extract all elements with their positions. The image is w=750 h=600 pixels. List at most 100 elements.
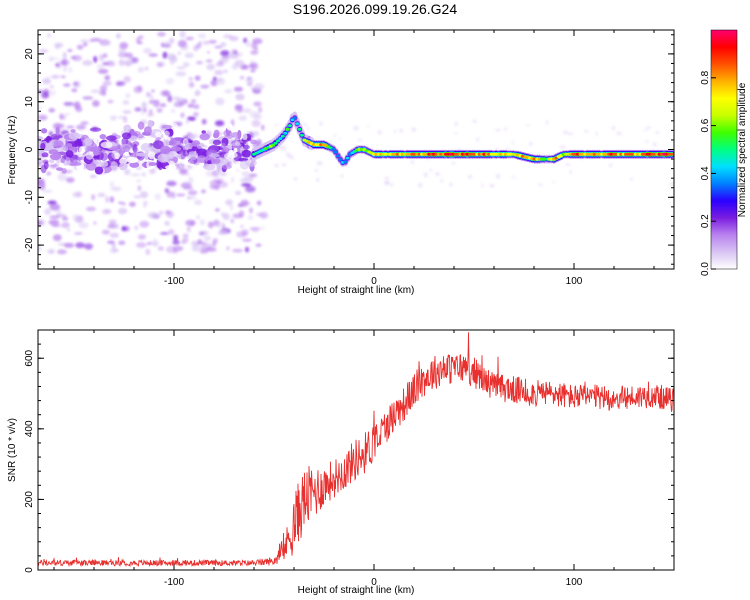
noise-blob	[193, 112, 199, 117]
ridge-cell	[295, 122, 300, 126]
noise-blob	[60, 58, 70, 66]
noise-blob	[136, 41, 143, 45]
noise-blob	[551, 181, 556, 184]
noise-blob	[179, 168, 188, 175]
noise-blob	[97, 192, 106, 198]
noise-blob	[97, 68, 109, 74]
noise-blob	[143, 200, 148, 206]
noise-blob	[99, 85, 108, 92]
noise-blob	[100, 161, 109, 167]
noise-blob	[99, 54, 104, 62]
noise-blob	[47, 33, 51, 38]
noise-blob	[196, 215, 200, 220]
noise-blob	[178, 101, 184, 105]
noise-blob	[67, 49, 73, 52]
noise-blob	[454, 121, 459, 126]
noise-blob	[440, 178, 444, 183]
noise-blob	[357, 138, 363, 142]
snr-ylabel: SNR (10 * v/v)	[7, 418, 18, 482]
noise-blob	[616, 131, 622, 136]
noise-blob	[249, 60, 255, 66]
noise-blob	[60, 75, 66, 79]
noise-blob	[187, 190, 198, 196]
noise-blob	[43, 161, 49, 170]
noise-blob	[481, 183, 484, 188]
noise-blob	[191, 240, 200, 247]
noise-blob	[143, 126, 152, 135]
noise-blob	[196, 143, 204, 149]
noise-blob	[62, 52, 67, 60]
ridge-cell	[290, 118, 295, 122]
noise-blob	[306, 127, 310, 131]
noise-blob	[52, 140, 64, 149]
noise-blob	[528, 141, 533, 146]
noise-blob	[110, 181, 114, 187]
noise-blob	[241, 171, 251, 177]
noise-blob	[202, 242, 210, 247]
noise-blob	[467, 174, 473, 179]
y-tick-label: 0	[24, 146, 35, 152]
noise-blob	[151, 89, 155, 93]
noise-blob	[258, 106, 263, 114]
noise-blob	[102, 62, 109, 66]
noise-blob	[215, 221, 225, 229]
noise-blob	[188, 77, 193, 81]
noise-blob	[214, 45, 223, 49]
noise-blob	[201, 130, 206, 134]
noise-blob	[511, 140, 514, 145]
noise-blob	[175, 71, 187, 77]
noise-blob	[291, 157, 295, 160]
noise-blob	[138, 35, 144, 40]
noise-blob	[240, 199, 249, 207]
ridge-cell	[278, 137, 283, 141]
x-tick-label: 100	[566, 276, 583, 287]
noise-blob	[472, 119, 477, 124]
noise-blob	[49, 203, 61, 211]
noise-blob	[223, 129, 232, 137]
y-tick-label: -20	[24, 237, 35, 252]
noise-blob	[233, 86, 243, 92]
noise-blob	[163, 169, 168, 174]
noise-blob	[85, 151, 94, 160]
noise-blob	[256, 200, 262, 206]
noise-blob	[230, 176, 235, 184]
noise-blob	[166, 173, 174, 178]
noise-blob	[63, 112, 71, 116]
noise-blob	[50, 74, 61, 79]
noise-blob	[55, 126, 60, 136]
noise-blob	[63, 83, 71, 87]
ridge-cell	[343, 160, 348, 164]
noise-blob	[89, 127, 102, 132]
y-tick-label: 10	[24, 96, 35, 108]
ridge-cell	[283, 131, 288, 135]
noise-blob	[41, 152, 49, 158]
noise-blob	[186, 116, 196, 121]
noise-blob	[56, 167, 64, 171]
noise-blob	[314, 168, 318, 173]
noise-blob	[160, 90, 169, 97]
noise-blob	[435, 171, 440, 177]
noise-blob	[207, 50, 210, 54]
noise-blob	[139, 220, 150, 228]
noise-blob	[105, 135, 117, 141]
chart-title: S196.2026.099.19.26.G24	[292, 1, 458, 17]
noise-blob	[93, 134, 98, 144]
noise-blob	[66, 143, 73, 148]
noise-blob	[229, 205, 234, 210]
noise-blob	[181, 239, 186, 245]
noise-blob	[63, 242, 75, 248]
noise-blob	[76, 44, 84, 50]
noise-blob	[423, 172, 428, 178]
noise-blob	[38, 114, 48, 121]
noise-blob	[112, 242, 116, 250]
noise-blob	[185, 120, 190, 124]
noise-blob	[164, 220, 170, 226]
noise-blob	[154, 193, 161, 201]
noise-blob	[236, 52, 243, 57]
noise-blob	[48, 219, 60, 225]
noise-blob	[222, 213, 230, 221]
noise-blob	[246, 81, 253, 86]
noise-blob	[567, 132, 574, 136]
noise-blob	[230, 218, 235, 224]
